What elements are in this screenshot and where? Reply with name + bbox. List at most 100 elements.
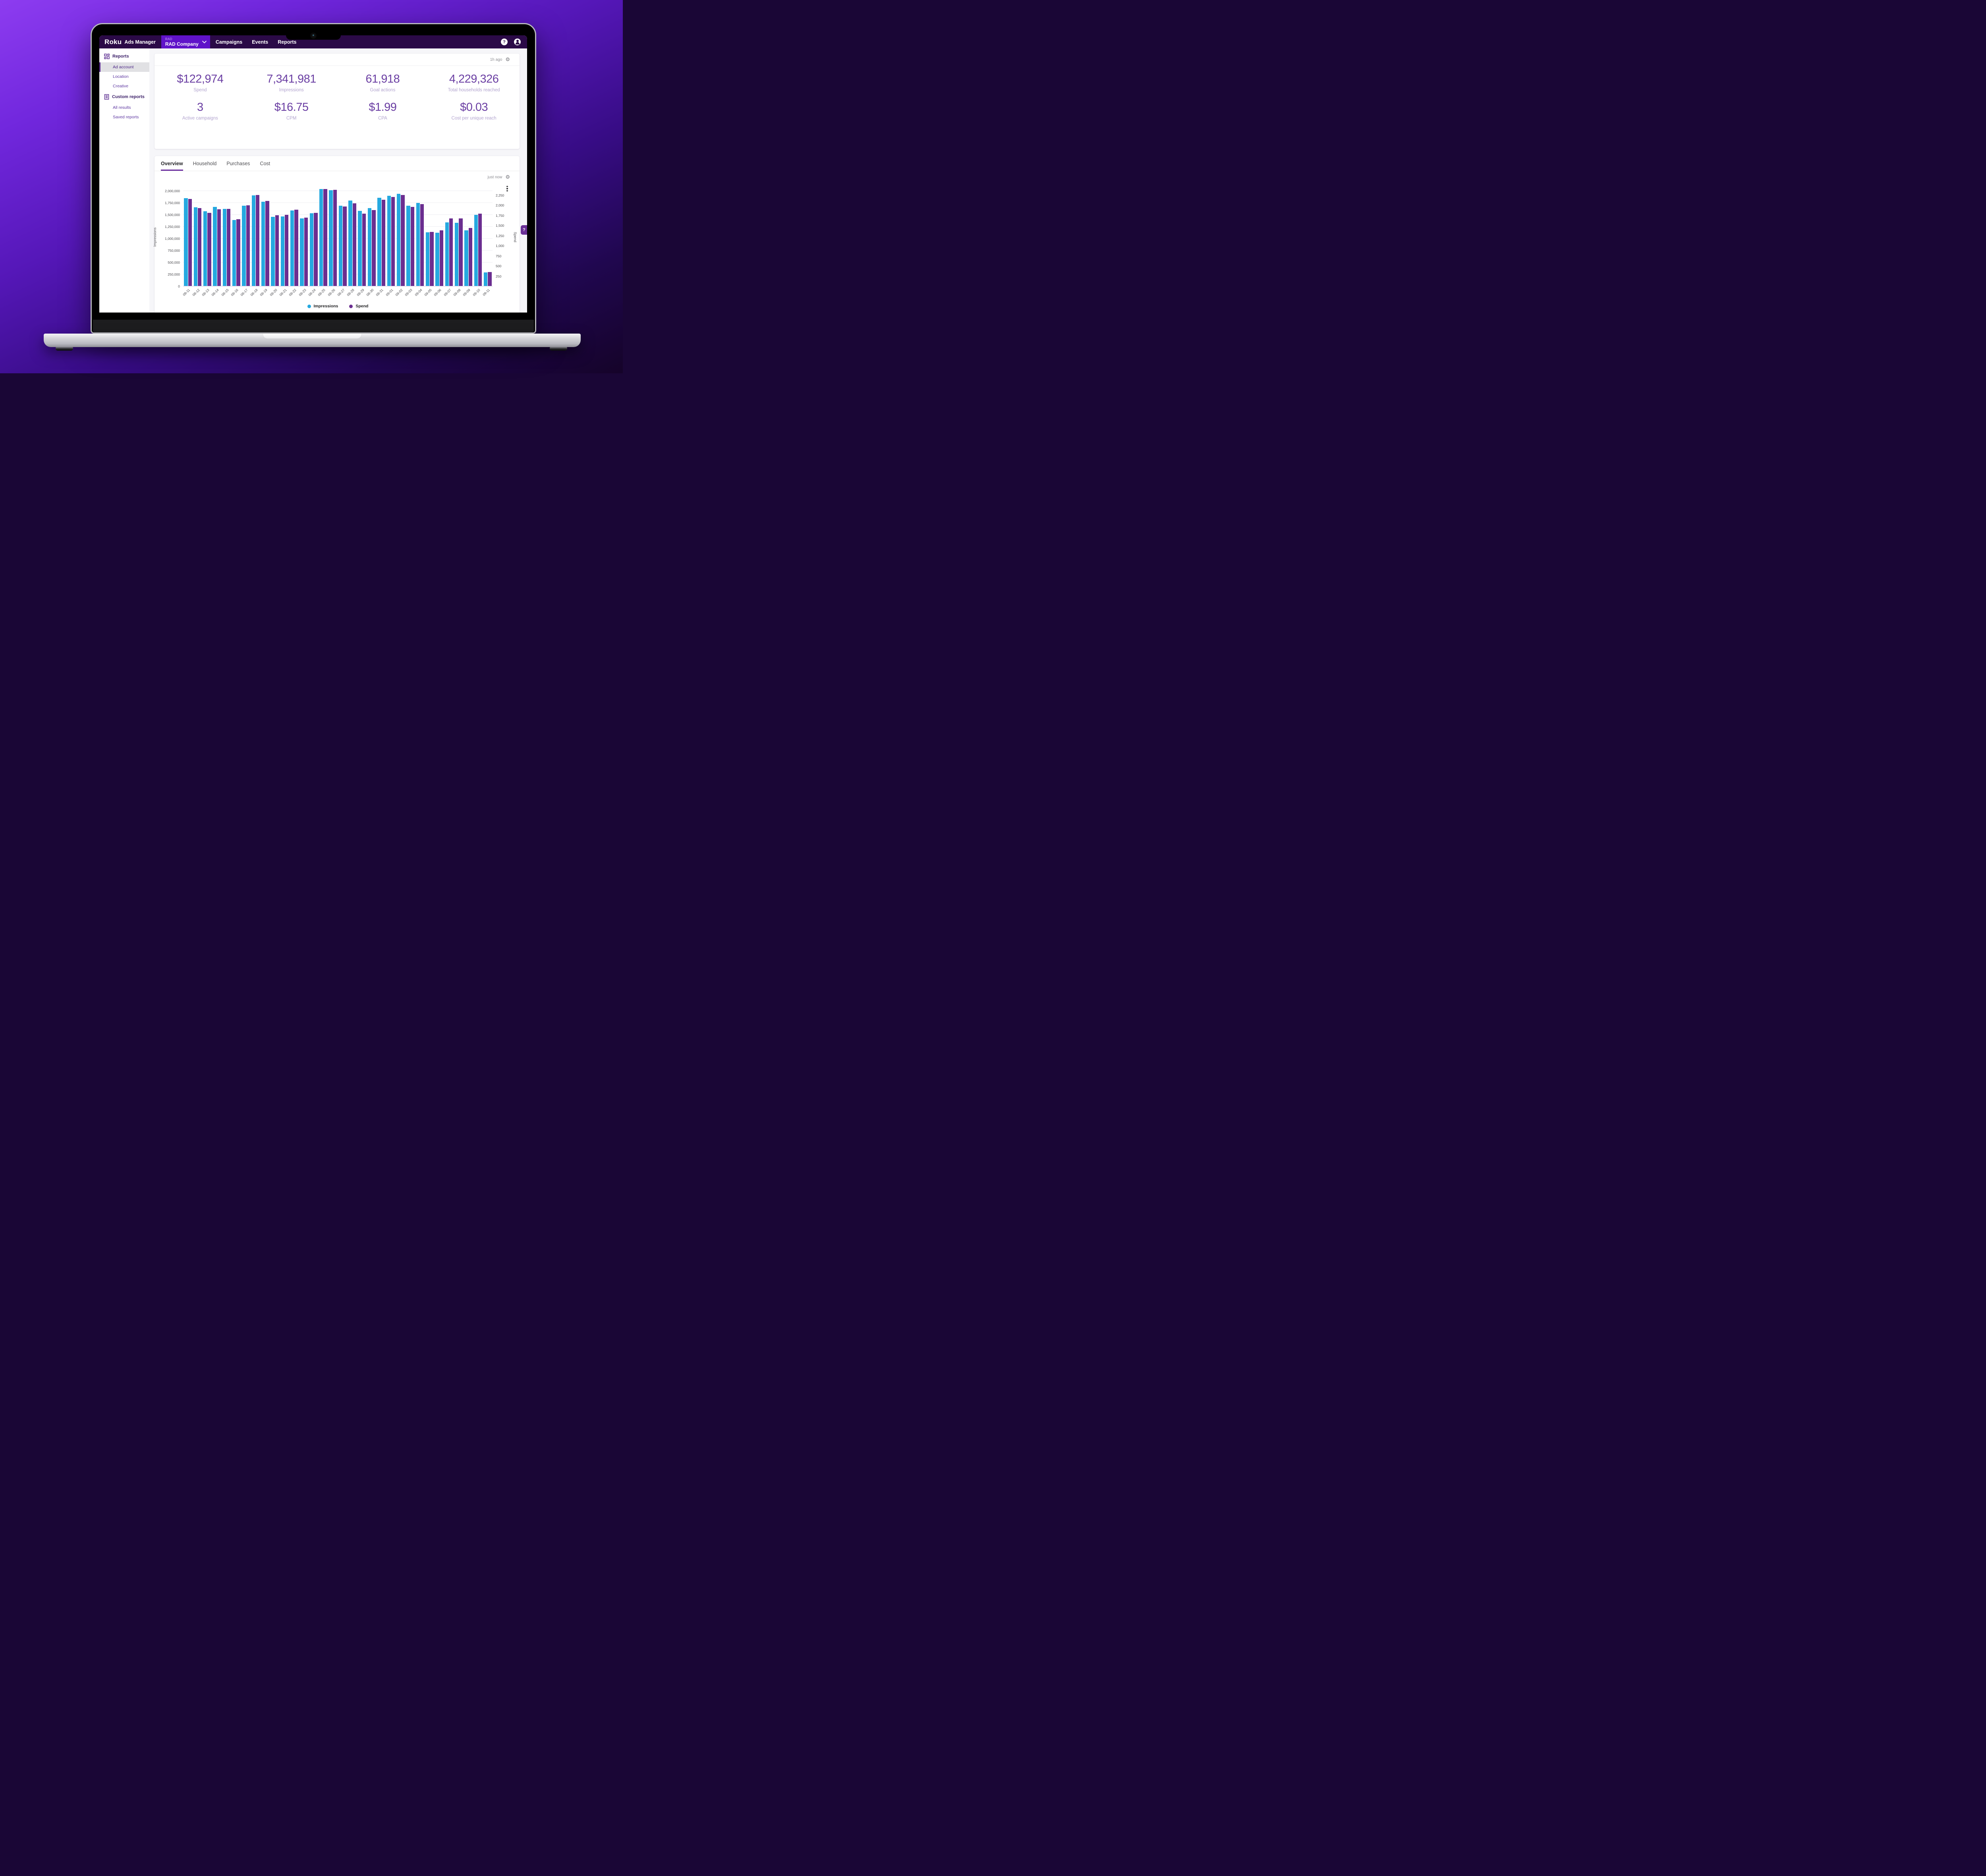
impressions-bar-08-17[interactable] bbox=[242, 206, 246, 286]
spend-bar-08-16[interactable] bbox=[236, 219, 240, 286]
x-tick-label: 08-26 bbox=[326, 288, 336, 297]
spend-bar-08-12[interactable] bbox=[198, 208, 202, 286]
stat-goal-actions: 61,918 Goal actions bbox=[337, 73, 429, 93]
account-name: RAD Company bbox=[165, 41, 199, 47]
x-tick-label: 08-23 bbox=[298, 288, 307, 297]
spend-bar-09-05[interactable] bbox=[430, 232, 434, 286]
spend-bar-08-22[interactable] bbox=[294, 209, 298, 286]
spend-bar-08-29[interactable] bbox=[362, 213, 366, 286]
impressions-bar-08-26[interactable] bbox=[329, 190, 333, 286]
sidebar-item-ad-account[interactable]: Ad account bbox=[99, 62, 149, 72]
spend-bar-08-26[interactable] bbox=[333, 190, 337, 286]
impressions-bar-08-29[interactable] bbox=[358, 210, 362, 286]
gear-icon[interactable]: ⚙ bbox=[505, 56, 510, 63]
nav-item-reports[interactable]: Reports bbox=[278, 39, 297, 45]
kebab-menu-icon[interactable] bbox=[504, 185, 510, 193]
spend-bar-08-23[interactable] bbox=[304, 218, 308, 286]
spend-bar-08-27[interactable] bbox=[343, 207, 347, 286]
impressions-bar-09-07[interactable] bbox=[445, 222, 449, 286]
impressions-bar-08-24[interactable] bbox=[309, 213, 314, 286]
impressions-bar-08-30[interactable] bbox=[367, 208, 372, 286]
impressions-bar-08-15[interactable] bbox=[222, 208, 227, 286]
sidebar-section-custom-reports[interactable]: Custom reports bbox=[99, 91, 149, 103]
impressions-bar-09-05[interactable] bbox=[425, 232, 430, 286]
impressions-bar-09-03[interactable] bbox=[406, 205, 410, 286]
impressions-bar-09-09[interactable] bbox=[464, 230, 468, 286]
spend-bar-08-19[interactable] bbox=[265, 201, 269, 286]
y-tick-label: 250 bbox=[496, 274, 502, 278]
impressions-bar-08-14[interactable] bbox=[213, 207, 217, 286]
impressions-bar-08-19[interactable] bbox=[261, 201, 265, 286]
spend-bar-09-04[interactable] bbox=[420, 204, 424, 286]
y-tick-label: 750 bbox=[496, 254, 502, 258]
impressions-bar-08-31[interactable] bbox=[377, 197, 381, 286]
spend-bar-08-14[interactable] bbox=[217, 209, 221, 286]
impressions-bar-08-16[interactable] bbox=[232, 220, 236, 286]
tab-cost[interactable]: Cost bbox=[260, 160, 270, 166]
spend-bar-09-02[interactable] bbox=[401, 195, 405, 286]
help-tab-button[interactable]: ? bbox=[521, 225, 527, 235]
spend-bar-09-09[interactable] bbox=[468, 228, 473, 286]
impressions-bar-08-11[interactable] bbox=[184, 198, 188, 286]
spend-bar-08-24[interactable] bbox=[314, 213, 318, 286]
spend-bar-09-03[interactable] bbox=[410, 207, 414, 286]
impressions-bar-08-13[interactable] bbox=[203, 211, 207, 286]
impressions-bar-08-28[interactable] bbox=[348, 201, 352, 286]
spend-bar-08-25[interactable] bbox=[323, 189, 327, 286]
impressions-bar-08-21[interactable] bbox=[280, 216, 285, 286]
spend-bar-08-15[interactable] bbox=[227, 208, 231, 286]
impressions-bar-08-25[interactable] bbox=[319, 189, 323, 286]
spend-bar-08-21[interactable] bbox=[285, 215, 289, 286]
impressions-bar-08-12[interactable] bbox=[193, 207, 198, 286]
sidebar-section-reports[interactable]: Reports bbox=[99, 50, 149, 62]
y-tick-label: 750,000 bbox=[168, 249, 180, 253]
tab-purchases[interactable]: Purchases bbox=[226, 160, 250, 166]
impressions-bar-09-04[interactable] bbox=[416, 203, 420, 286]
impressions-bar-09-02[interactable] bbox=[396, 194, 401, 286]
spend-bar-09-07[interactable] bbox=[449, 218, 453, 286]
spend-bar-08-20[interactable] bbox=[275, 215, 279, 286]
account-switcher[interactable]: RAD RAD Company bbox=[161, 35, 210, 48]
stat-cpa: $1.99 CPA bbox=[337, 101, 429, 121]
legend-item-impressions[interactable]: Impressions bbox=[307, 304, 338, 309]
spend-bar-08-11[interactable] bbox=[188, 199, 192, 286]
impressions-bar-08-27[interactable] bbox=[338, 205, 343, 286]
chart-legend: Impressions Spend bbox=[183, 304, 493, 309]
stat-label: Active campaigns bbox=[182, 116, 218, 121]
gear-icon[interactable]: ⚙ bbox=[505, 174, 510, 180]
spend-bar-08-13[interactable] bbox=[207, 213, 211, 286]
impressions-bar-09-06[interactable] bbox=[435, 233, 439, 286]
impressions-bar-08-20[interactable] bbox=[271, 216, 275, 286]
tab-overview[interactable]: Overview bbox=[161, 156, 183, 171]
bar-group-09-03: 09-03 bbox=[404, 187, 415, 297]
tab-household[interactable]: Household bbox=[193, 160, 217, 166]
sidebar-item-saved-reports[interactable]: Saved reports bbox=[113, 115, 139, 120]
spend-bar-09-10[interactable] bbox=[478, 214, 482, 286]
impressions-bar-09-08[interactable] bbox=[454, 223, 459, 286]
sidebar-item-creative[interactable]: Creative bbox=[113, 84, 129, 89]
spend-bar-08-28[interactable] bbox=[352, 203, 356, 286]
help-icon[interactable] bbox=[501, 39, 508, 45]
spend-bar-08-17[interactable] bbox=[246, 205, 250, 286]
x-tick-label: 08-28 bbox=[346, 288, 355, 297]
spend-bar-08-31[interactable] bbox=[381, 200, 385, 286]
y-tick-label: 500 bbox=[496, 264, 502, 268]
impressions-bar-08-22[interactable] bbox=[290, 210, 294, 286]
impressions-bar-09-01[interactable] bbox=[387, 196, 391, 286]
impressions-bar-09-10[interactable] bbox=[474, 214, 478, 286]
spend-bar-09-11[interactable] bbox=[488, 272, 492, 286]
profile-icon[interactable] bbox=[514, 39, 521, 45]
spend-bar-09-01[interactable] bbox=[391, 197, 395, 286]
spend-bar-09-06[interactable] bbox=[439, 230, 443, 286]
spend-bar-08-18[interactable] bbox=[256, 195, 260, 286]
nav-item-campaigns[interactable]: Campaigns bbox=[215, 39, 243, 45]
nav-item-events[interactable]: Events bbox=[252, 39, 269, 45]
impressions-bar-08-18[interactable] bbox=[251, 195, 256, 286]
sidebar-item-all-results[interactable]: All results bbox=[113, 105, 131, 110]
spend-bar-09-08[interactable] bbox=[459, 218, 463, 286]
sidebar-item-location[interactable]: Location bbox=[113, 74, 129, 79]
impressions-bar-09-11[interactable] bbox=[483, 272, 488, 286]
legend-item-spend[interactable]: Spend bbox=[349, 304, 368, 309]
impressions-bar-08-23[interactable] bbox=[300, 218, 304, 286]
spend-bar-08-30[interactable] bbox=[372, 210, 376, 286]
